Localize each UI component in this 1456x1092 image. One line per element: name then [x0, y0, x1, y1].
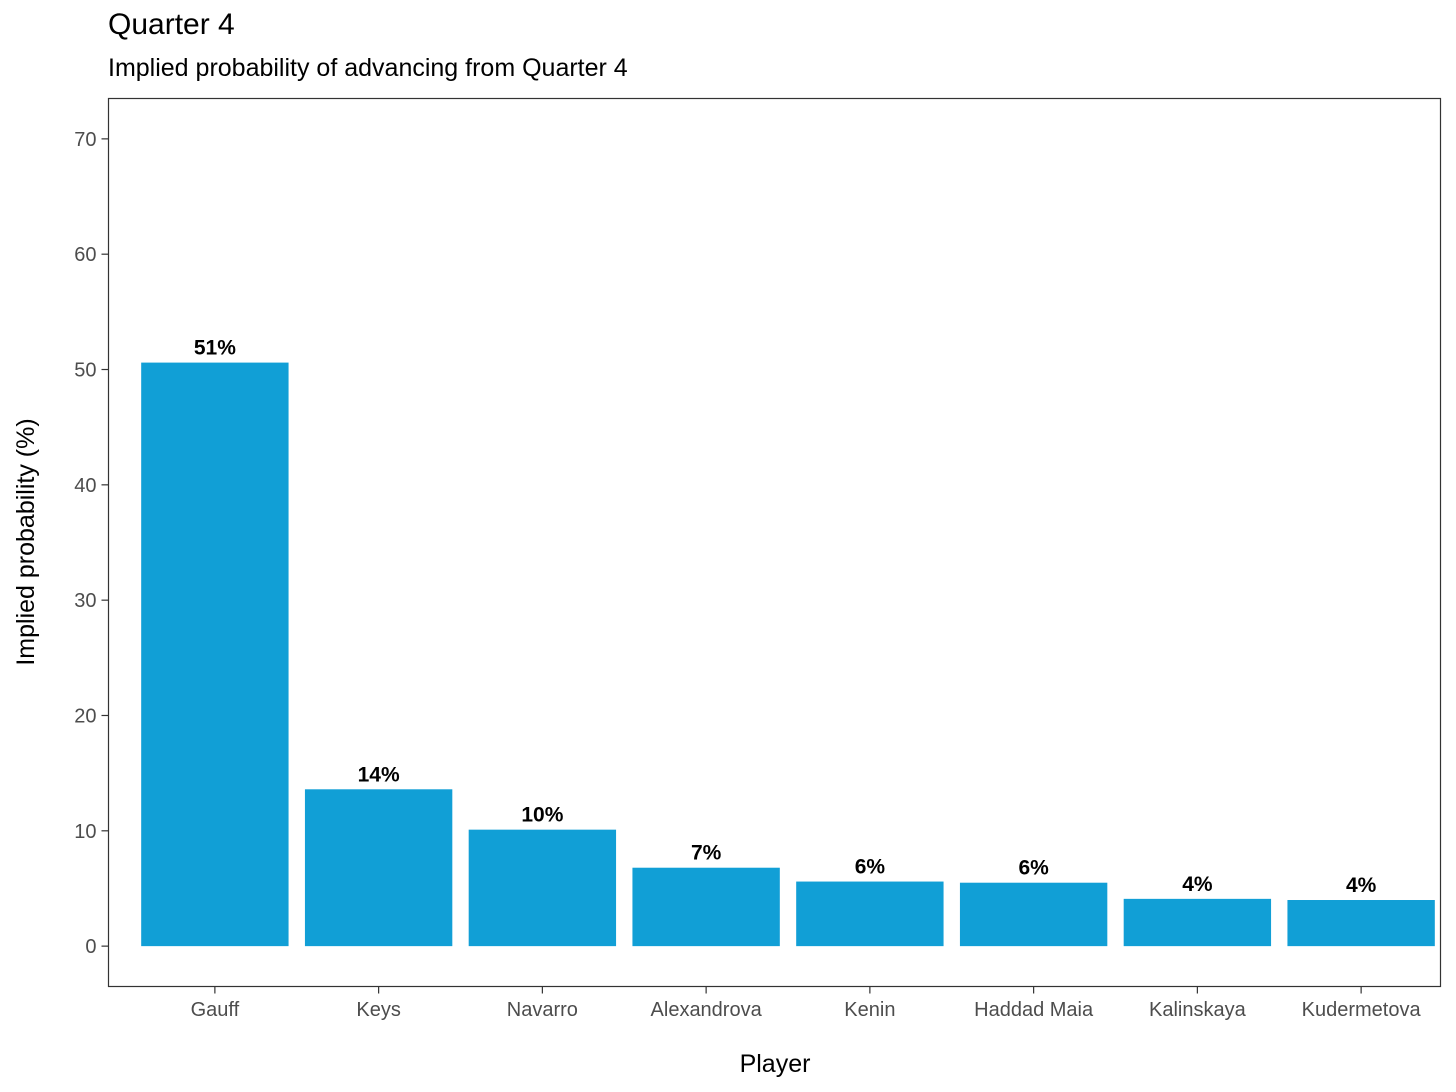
bar: [796, 881, 944, 947]
chart-title: Quarter 4: [108, 8, 235, 41]
x-tick-label: Kalinskaya: [1149, 999, 1247, 1021]
x-tick-label: Keys: [356, 999, 400, 1021]
x-tick-label: Gauff: [191, 999, 240, 1021]
data-label: 6%: [1018, 857, 1049, 880]
bar: [141, 362, 289, 947]
y-tick-label: 10: [74, 821, 96, 843]
data-label: 14%: [358, 763, 400, 786]
x-tick-label: Navarro: [507, 999, 578, 1021]
y-axis-title: Implied probability (%): [12, 418, 40, 665]
chart-subtitle: Implied probability of advancing from Qu…: [108, 54, 628, 82]
bar: [468, 829, 617, 947]
plot-panel: [107, 97, 1442, 988]
data-label: 6%: [855, 856, 886, 879]
y-tick-label: 30: [74, 590, 96, 612]
data-label: 51%: [194, 337, 236, 360]
x-tick-label: Kenin: [844, 999, 895, 1021]
data-label: 4%: [1346, 874, 1377, 897]
bar: [1123, 898, 1272, 947]
bar: [304, 789, 453, 947]
y-tick-label: 50: [74, 360, 96, 382]
data-label: 10%: [521, 804, 563, 827]
x-tick-label: Kudermetova: [1302, 999, 1422, 1021]
y-tick-label: 40: [74, 475, 96, 497]
bar: [632, 867, 780, 947]
x-axis-title: Player: [740, 1050, 811, 1078]
y-tick-label: 60: [74, 244, 96, 266]
data-label: 7%: [691, 842, 722, 865]
bar: [1287, 900, 1435, 947]
bar: [959, 882, 1108, 947]
data-labels: 51% 14% 10% 7% 6% 6% 4% 4%: [194, 337, 1377, 897]
y-tick-label: 70: [74, 129, 96, 151]
bars: [141, 362, 1435, 947]
x-axis: Gauff Keys Navarro Alexandrova Kenin Haddad M…: [191, 986, 1422, 1021]
y-tick-label: 20: [74, 705, 96, 727]
data-label: 4%: [1182, 873, 1213, 896]
y-tick-label: 0: [85, 936, 96, 958]
y-axis: 0 10 20 30 40 50 60 70: [74, 129, 109, 958]
x-tick-label: Haddad Maia: [974, 999, 1094, 1021]
x-tick-label: Alexandrova: [651, 999, 763, 1021]
